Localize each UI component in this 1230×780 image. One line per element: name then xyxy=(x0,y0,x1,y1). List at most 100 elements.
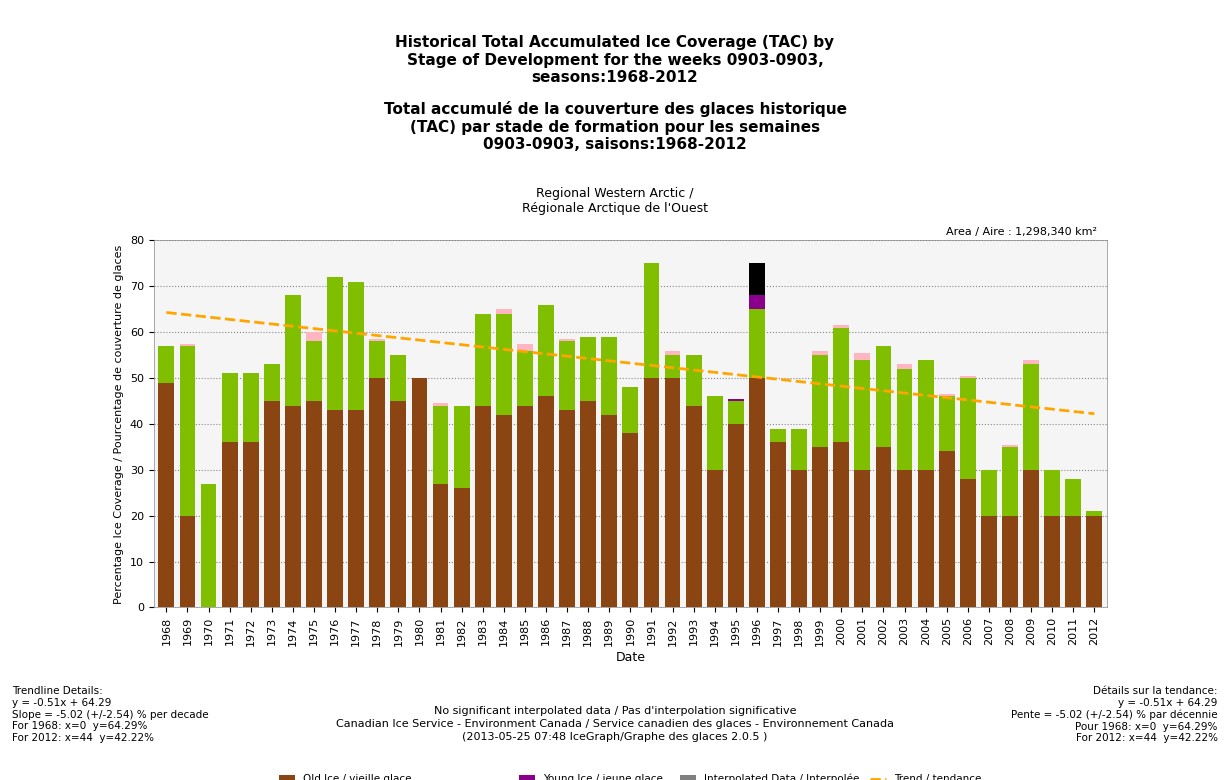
Bar xyxy=(749,378,765,608)
Bar xyxy=(938,452,954,608)
Text: Area / Aire : 1,298,340 km²: Area / Aire : 1,298,340 km² xyxy=(946,227,1097,237)
Bar xyxy=(770,428,786,442)
Bar xyxy=(855,470,871,608)
X-axis label: Date: Date xyxy=(615,651,646,664)
Bar xyxy=(306,401,322,608)
Bar xyxy=(601,337,617,415)
Text: Canadian Ice Service - Environment Canada / Service canadien des glaces - Enviro: Canadian Ice Service - Environment Canad… xyxy=(336,719,894,729)
Bar xyxy=(812,447,828,608)
Bar xyxy=(454,488,470,608)
Bar xyxy=(200,484,216,608)
Text: (2013-05-25 07:48 IceGraph/Graphe des glaces 2.0.5 ): (2013-05-25 07:48 IceGraph/Graphe des gl… xyxy=(462,732,768,742)
Bar xyxy=(1023,360,1039,364)
Bar xyxy=(982,516,996,608)
Bar xyxy=(159,383,175,608)
Bar xyxy=(622,433,638,608)
Text: Total accumulé de la couverture des glaces historique
(TAC) par stade de formati: Total accumulé de la couverture des glac… xyxy=(384,101,846,152)
Bar xyxy=(560,410,574,608)
Bar xyxy=(180,516,196,608)
Bar xyxy=(496,314,512,415)
Legend: Old Ice / vieille glace, First-Year Ice / glace de première année, Young Ice / j: Old Ice / vieille glace, First-Year Ice … xyxy=(276,770,985,780)
Bar xyxy=(327,277,343,410)
Bar xyxy=(876,447,892,608)
Bar xyxy=(855,353,871,360)
Bar xyxy=(1065,479,1081,516)
Bar xyxy=(454,406,470,488)
Text: Trendline Details:
y = -0.51x + 64.29
Slope = -5.02 (+/-2.54) % per decade
For 1: Trendline Details: y = -0.51x + 64.29 Sl… xyxy=(12,686,209,743)
Bar xyxy=(664,355,680,378)
Bar xyxy=(221,442,237,608)
Bar xyxy=(306,332,322,342)
Bar xyxy=(560,342,574,410)
Bar xyxy=(1044,516,1060,608)
Bar xyxy=(812,355,828,447)
Bar xyxy=(242,374,258,442)
Bar xyxy=(538,305,554,396)
Bar xyxy=(707,470,723,608)
Bar xyxy=(180,346,196,516)
Bar xyxy=(475,406,491,608)
Bar xyxy=(1065,516,1081,608)
Bar xyxy=(348,410,364,608)
Bar xyxy=(686,406,701,608)
Bar xyxy=(581,401,597,608)
Bar xyxy=(159,346,175,383)
Bar xyxy=(749,309,765,378)
Bar xyxy=(982,470,996,516)
Bar xyxy=(369,342,385,378)
Text: Historical Total Accumulated Ice Coverage (TAC) by
Stage of Development for the : Historical Total Accumulated Ice Coverag… xyxy=(395,35,835,85)
Bar xyxy=(517,344,533,350)
Bar xyxy=(369,378,385,608)
Bar xyxy=(538,396,554,608)
Bar xyxy=(285,406,301,608)
Bar xyxy=(348,282,364,410)
Bar xyxy=(581,337,597,401)
Bar xyxy=(433,406,449,484)
Bar xyxy=(369,339,385,342)
Bar xyxy=(1002,445,1018,447)
Bar xyxy=(897,470,913,608)
Bar xyxy=(791,428,807,470)
Bar xyxy=(601,415,617,608)
Bar xyxy=(306,342,322,401)
Bar xyxy=(1086,511,1102,516)
Bar xyxy=(959,376,975,378)
Bar xyxy=(876,346,892,447)
Bar xyxy=(221,374,237,442)
Bar xyxy=(834,328,849,442)
Bar xyxy=(918,470,934,608)
Bar xyxy=(560,339,574,342)
Bar xyxy=(496,415,512,608)
Bar xyxy=(749,264,765,296)
Bar xyxy=(517,350,533,406)
Bar xyxy=(390,355,406,401)
Bar xyxy=(959,479,975,608)
Bar xyxy=(938,396,954,452)
Bar xyxy=(242,442,258,608)
Bar xyxy=(643,264,659,378)
Bar xyxy=(707,396,723,470)
Bar xyxy=(1002,516,1018,608)
Bar xyxy=(1002,447,1018,516)
Bar xyxy=(897,364,913,369)
Bar xyxy=(412,378,427,608)
Bar xyxy=(728,399,744,401)
Bar xyxy=(390,401,406,608)
Bar xyxy=(622,387,638,433)
Bar xyxy=(918,360,934,470)
Bar xyxy=(749,296,765,309)
Bar xyxy=(496,309,512,314)
Bar xyxy=(475,314,491,406)
Bar xyxy=(770,442,786,608)
Bar xyxy=(264,401,279,608)
Bar xyxy=(264,364,279,401)
Bar xyxy=(664,350,680,355)
Bar xyxy=(938,394,954,396)
Bar xyxy=(959,378,975,479)
Bar xyxy=(834,325,849,328)
Bar xyxy=(728,424,744,608)
Bar xyxy=(728,401,744,424)
Bar xyxy=(855,360,871,470)
Bar xyxy=(1023,470,1039,608)
Bar xyxy=(180,344,196,346)
